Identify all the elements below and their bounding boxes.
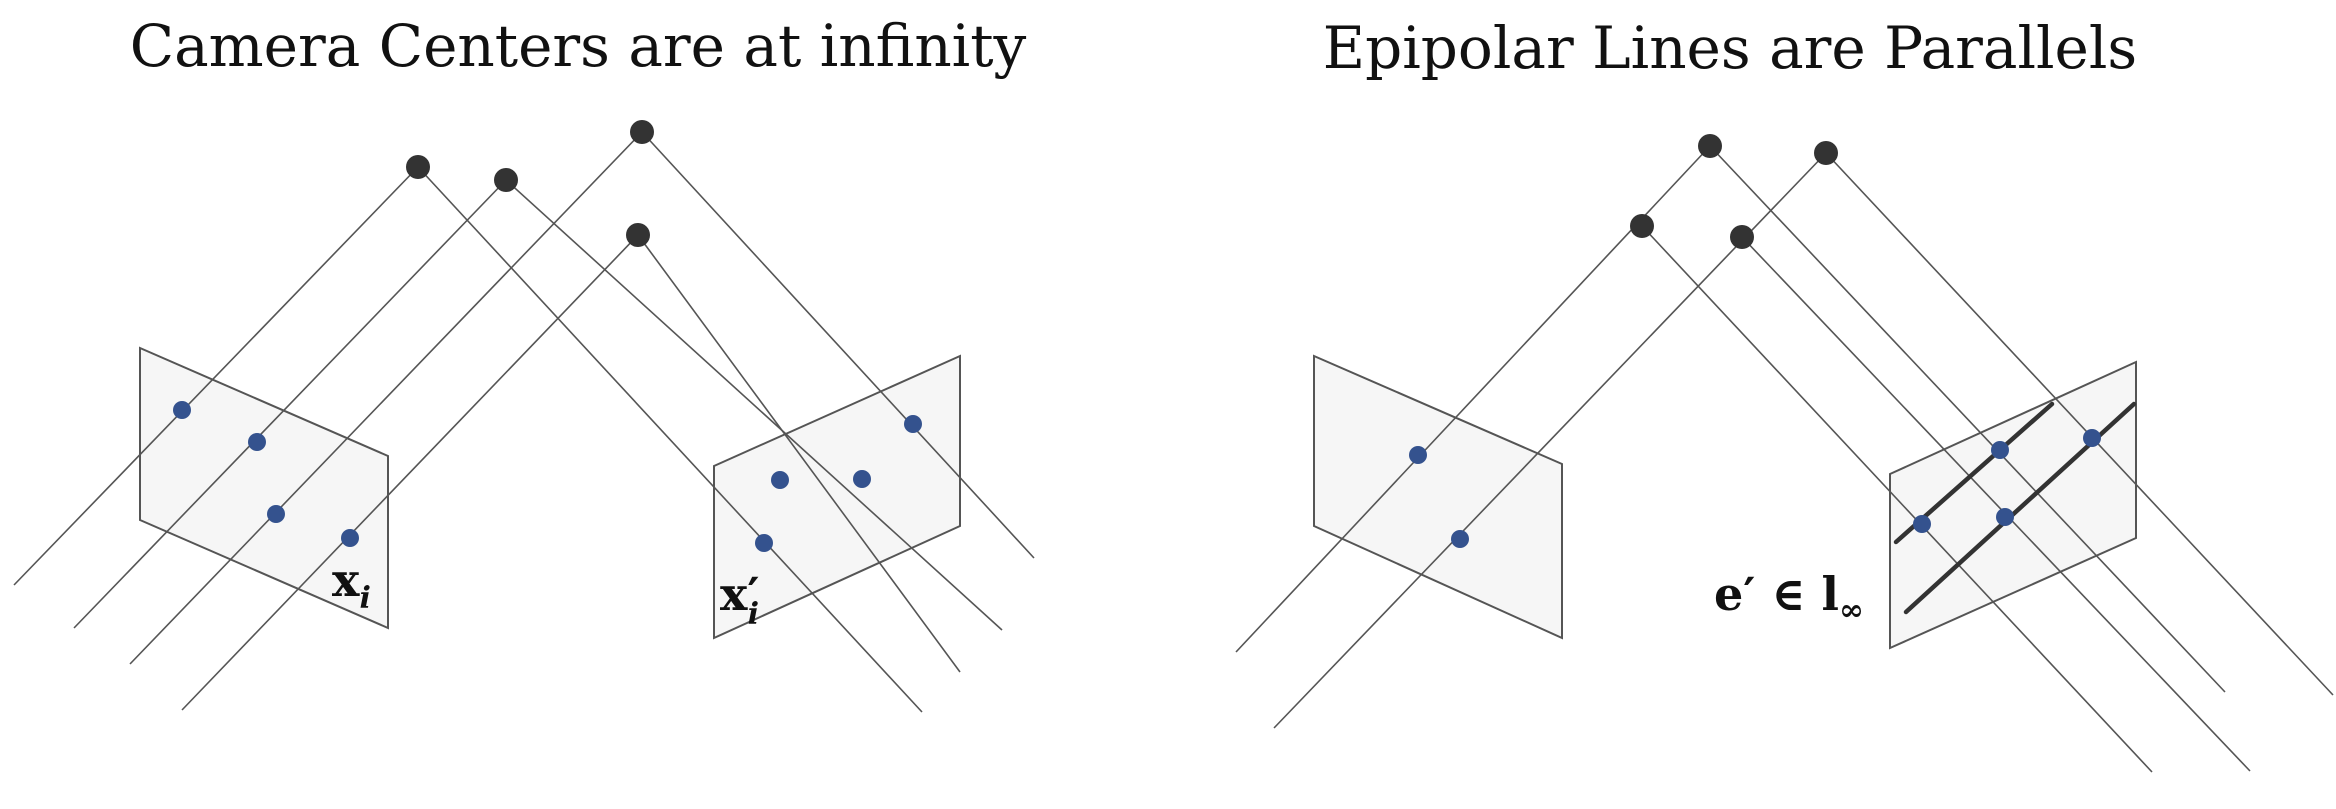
camera-center [1698, 134, 1722, 158]
left-panel: xi x′i Camera Centers are at infinity [13, 12, 1035, 713]
image-point [853, 470, 871, 488]
camera-center [626, 223, 650, 247]
image-point [1991, 441, 2009, 459]
image-point [1996, 508, 2014, 526]
right-panel-title: Epipolar Lines are Parallels [1323, 14, 2137, 82]
image-point [248, 433, 266, 451]
ray [73, 179, 507, 629]
right-panel: e′ ∈ l∞ Epipolar Lines are Parallels [1235, 14, 2334, 773]
image-point [2083, 429, 2101, 447]
ray [1741, 236, 2251, 772]
image-point [267, 505, 285, 523]
camera-center [630, 120, 654, 144]
ray [637, 234, 961, 673]
image-point [341, 529, 359, 547]
ray [1825, 152, 2334, 696]
image-point [1409, 446, 1427, 464]
right-image-plane [1889, 360, 2137, 650]
ray [641, 131, 1035, 559]
camera-center [1730, 225, 1754, 249]
camera-center [494, 168, 518, 192]
ray [505, 179, 1003, 631]
left-panel-title: Camera Centers are at infinity [130, 12, 1027, 80]
camera-center [1814, 141, 1838, 165]
label-x-prime-i: x′i [720, 567, 760, 632]
image-point [904, 415, 922, 433]
ray [181, 234, 639, 711]
image-point [771, 471, 789, 489]
image-point [1451, 530, 1469, 548]
ray [1273, 152, 1827, 729]
image-point [173, 401, 191, 419]
image-point [755, 534, 773, 552]
ray [417, 166, 923, 713]
camera-center [406, 155, 430, 179]
camera-center [1630, 214, 1654, 238]
left-image-plane [139, 346, 389, 630]
ray [13, 166, 419, 586]
ray [1641, 225, 2153, 773]
ray [129, 131, 643, 665]
label-x-i: xi [332, 553, 371, 616]
left-image-plane [1313, 354, 1563, 640]
ray [1709, 145, 2226, 693]
image-point [1913, 515, 1931, 533]
right-image-plane [713, 354, 961, 640]
label-e-prime-in-l-infinity: e′ ∈ l∞ [1714, 567, 1864, 628]
